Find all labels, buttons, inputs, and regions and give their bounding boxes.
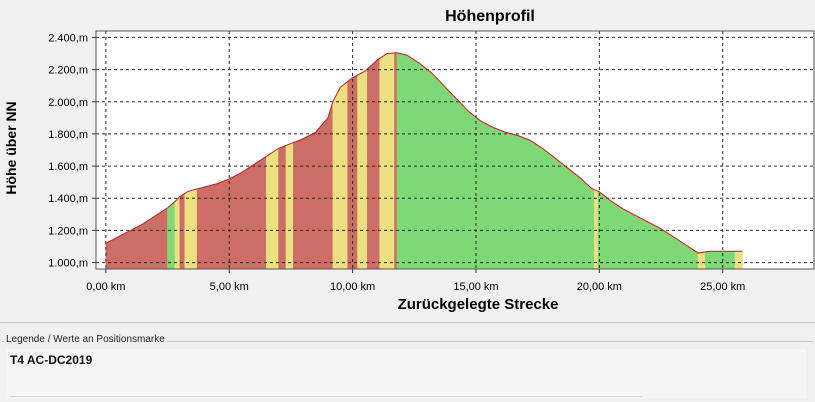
elevation-segment-red	[367, 57, 381, 270]
elevation-segment-red	[394, 52, 398, 270]
y-tick-label: 2.200,m	[48, 65, 88, 77]
plot-border	[95, 30, 815, 270]
elevation-segment-yellow	[332, 80, 348, 270]
x-tick-label: 15,00 km	[453, 281, 498, 293]
elevation-chart: Höhenprofil 1.000,m 1.200,m 1.400,m 1.600,m…	[3, 8, 815, 313]
x-axis-label: Zurückgelegte Strecke	[398, 296, 559, 313]
legend-entry-underline	[10, 396, 642, 397]
legend-groupbox	[2, 341, 813, 402]
panel-divider	[0, 322, 815, 323]
elevation-segment-yellow	[174, 195, 181, 270]
elevation-segment-yellow	[734, 251, 743, 270]
y-tick-label: 1.400,m	[48, 193, 88, 205]
elevation-segment-yellow	[697, 251, 706, 270]
elevation-segment-yellow	[285, 142, 294, 270]
y-tick-label: 1.600,m	[48, 161, 88, 173]
x-tick-label: 0,00 km	[86, 281, 125, 293]
y-axis-ticks: 1.000,m 1.200,m 1.400,m 1.600,m 1.800,m 2.000…	[48, 32, 96, 270]
legend-entry: T4 AC-DC2019	[10, 353, 93, 367]
legend-values-box	[6, 349, 806, 399]
x-tick-label: 25,00 km	[700, 281, 745, 293]
elevation-segment-yellow	[184, 188, 198, 270]
chart-title: Höhenprofil	[445, 8, 535, 25]
y-axis-label: Höhe über NN	[3, 101, 19, 194]
legend-caption: Legende / Werte an Positionsmarke	[4, 334, 167, 345]
elevation-segment-yellow	[594, 189, 599, 270]
elevation-segment-green	[167, 200, 176, 270]
x-tick-label: 5,00 km	[210, 281, 249, 293]
x-tick-label: 10,00 km	[330, 281, 375, 293]
elevation-line	[105, 52, 743, 254]
legend-panel: Legende / Werte an Positionsmarke T4 AC-…	[0, 323, 815, 402]
y-tick-label: 1.200,m	[48, 225, 88, 237]
y-tick-label: 2.000,m	[48, 97, 88, 109]
y-tick-label: 1.000,m	[48, 258, 88, 270]
elevation-segment-yellow	[379, 52, 395, 270]
y-tick-label: 2.400,m	[48, 32, 88, 44]
y-tick-label: 1.800,m	[48, 129, 88, 141]
x-tick-label: 20,00 km	[577, 281, 622, 293]
elevation-segment-yellow	[357, 68, 368, 270]
x-axis-ticks: 0,00 km 5,00 km 10,00 km 15,00 km 20,00 km 25…	[86, 269, 745, 293]
elevation-segment-red	[179, 192, 186, 270]
elevation-segment-red	[278, 145, 287, 270]
elevation-segment-green	[705, 251, 736, 270]
grid-lines	[95, 30, 815, 270]
elevation-chart-panel: Höhenprofil 1.000,m 1.200,m 1.400,m 1.600,m…	[3, 8, 815, 313]
